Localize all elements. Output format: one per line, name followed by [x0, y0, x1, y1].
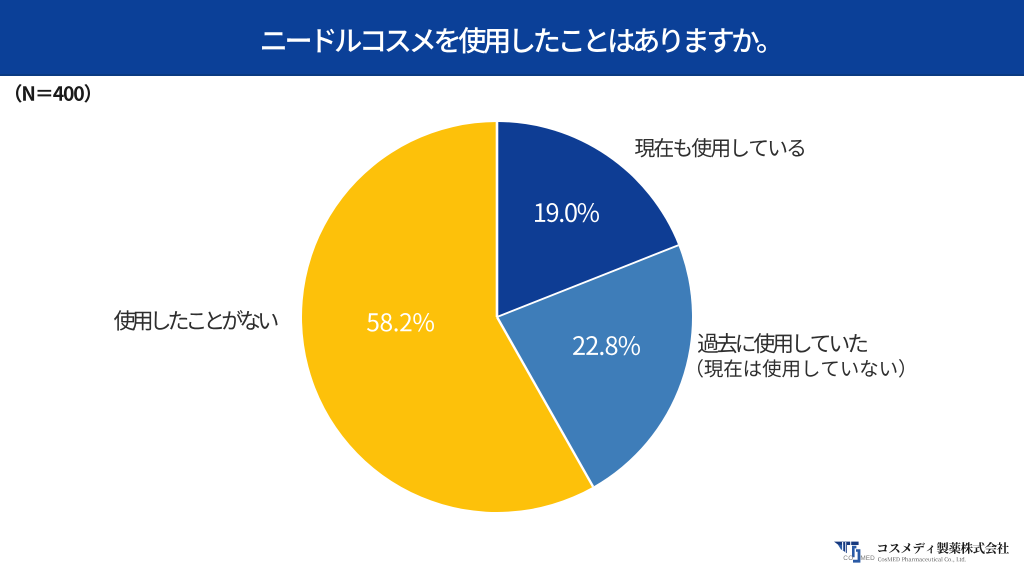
svg-text:CO: CO: [843, 555, 853, 562]
svg-text:MED: MED: [860, 555, 875, 562]
